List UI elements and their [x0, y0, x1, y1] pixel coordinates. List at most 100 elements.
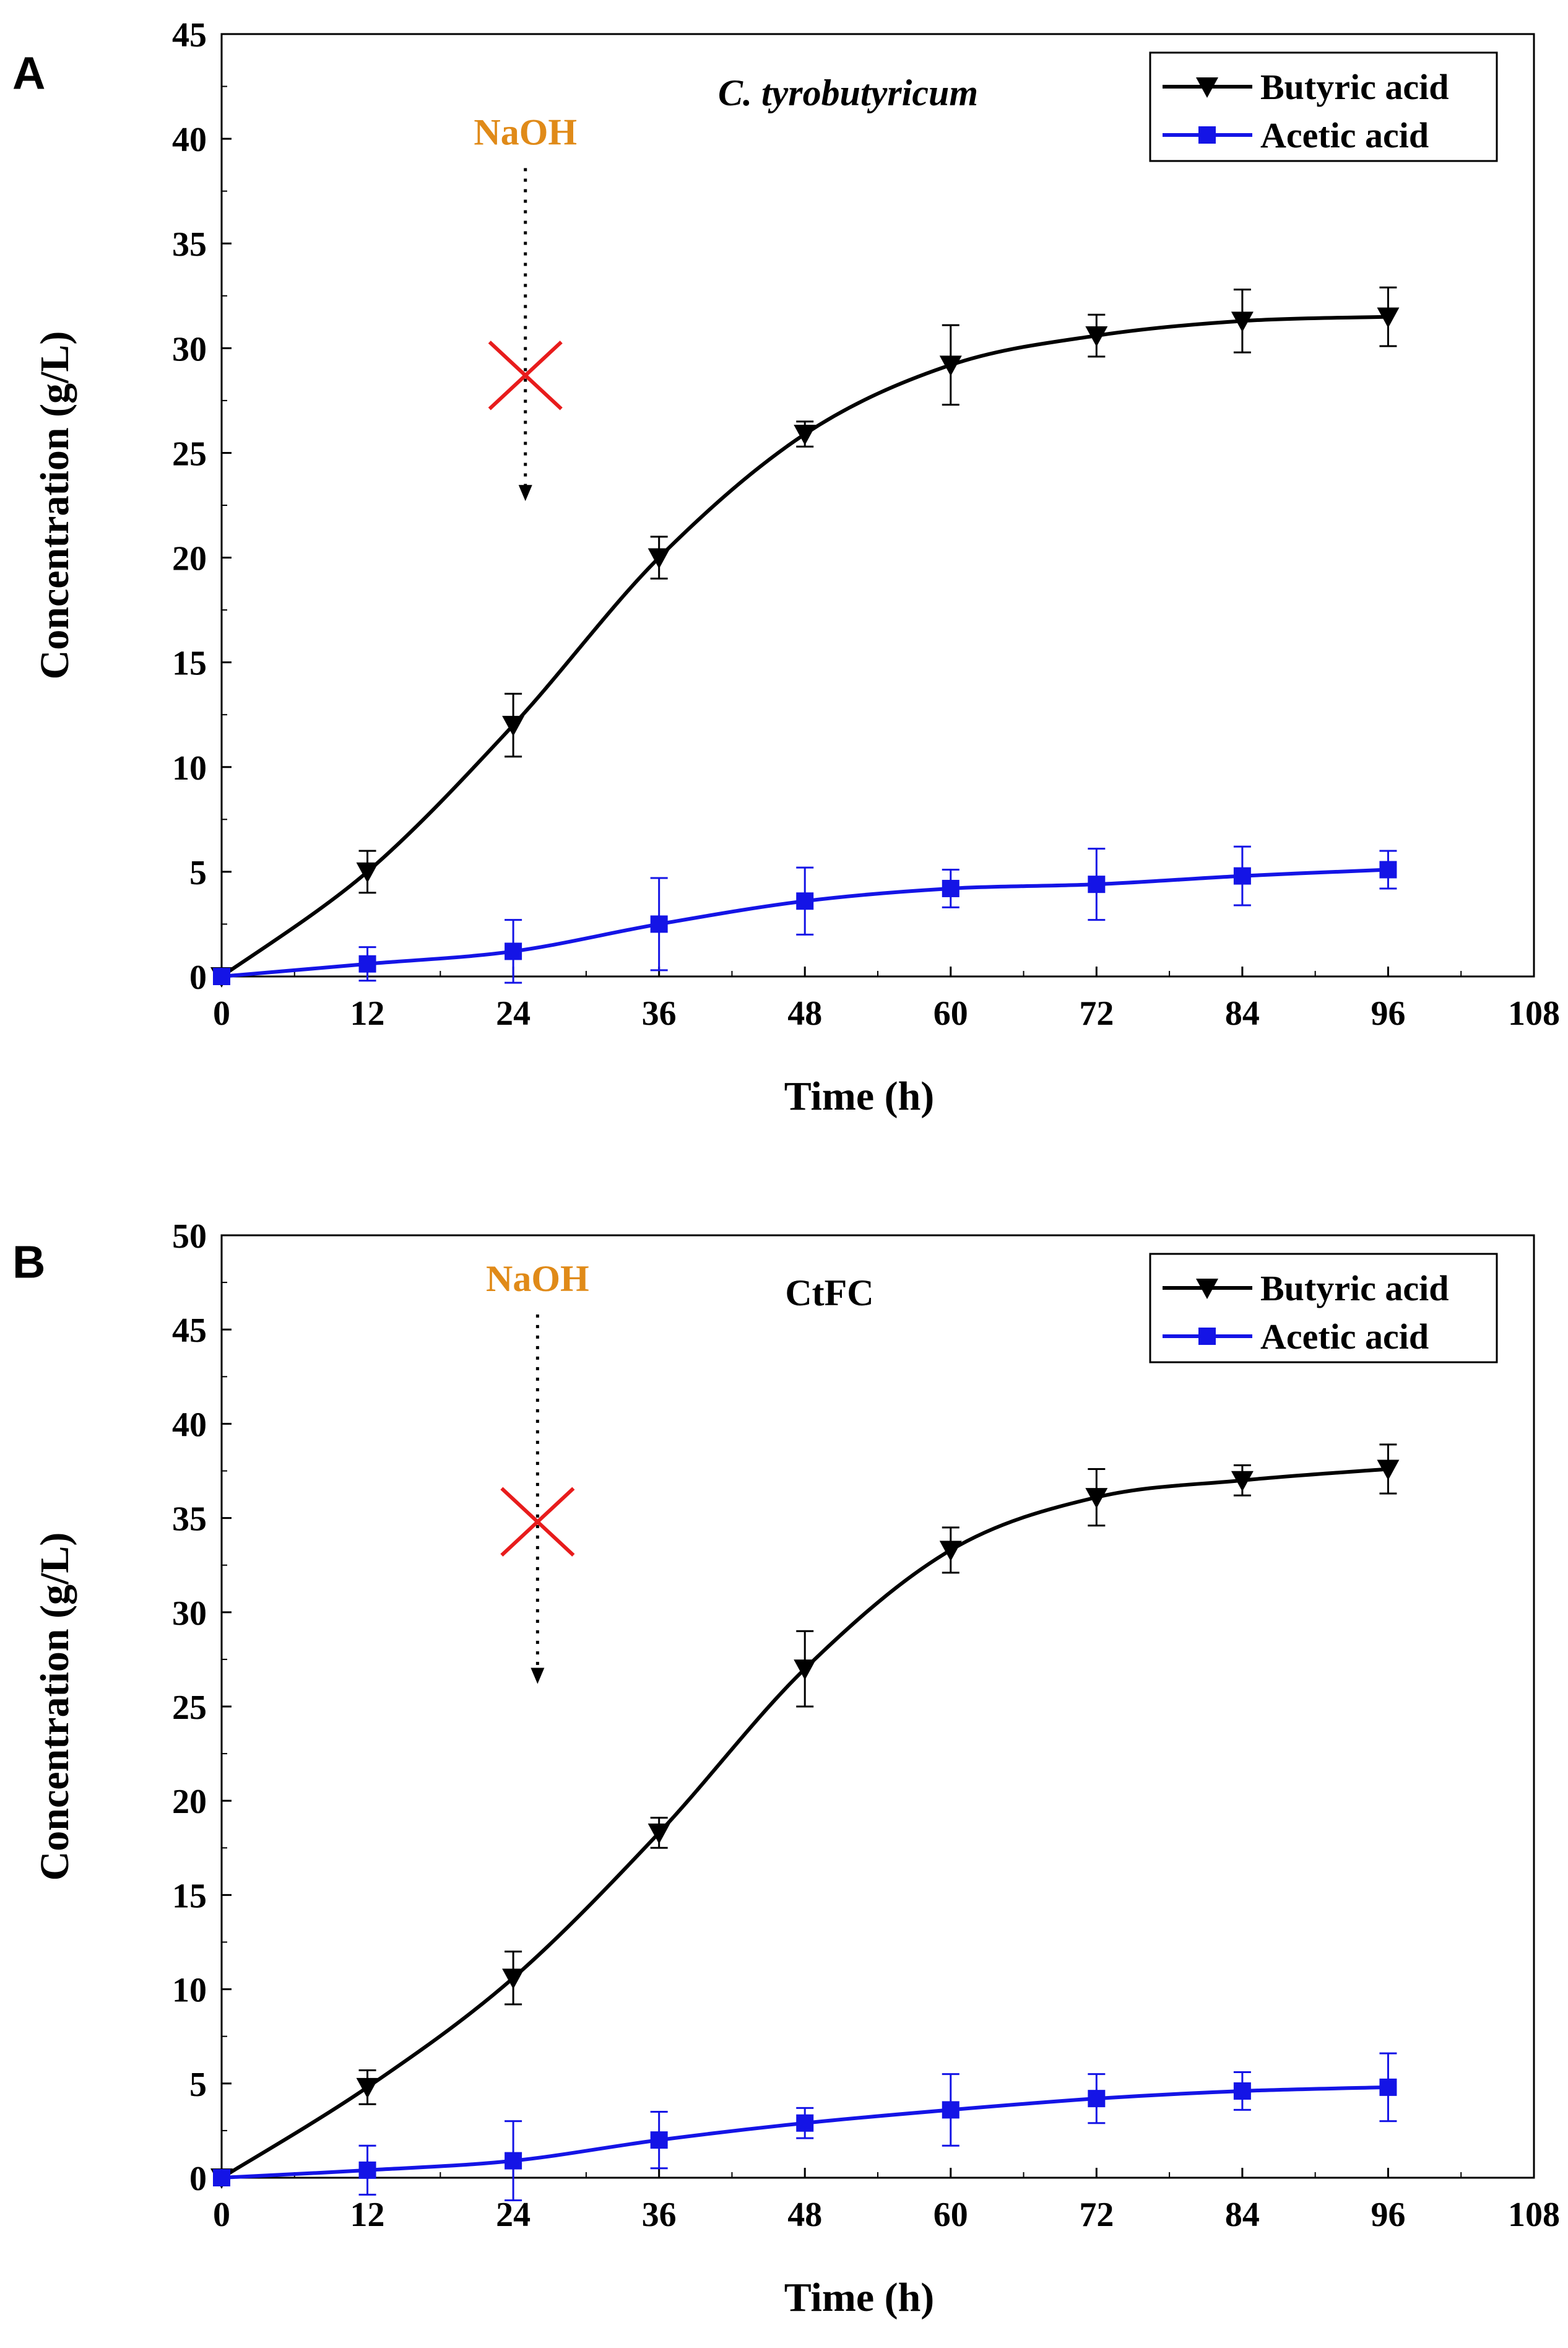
y-tick-label: 45	[172, 16, 207, 54]
panel-b: B 0 12 24 36 48 60 72 84 96 108 0 5 10 15 20 25 30 35 40 45 5…	[12, 1217, 1560, 2320]
data-point	[939, 355, 962, 376]
x-tick-label: 108	[1508, 2196, 1560, 2234]
data-point	[1088, 2090, 1106, 2108]
series-acetic-acid	[213, 845, 1397, 985]
x-tick-label: 0	[213, 2196, 230, 2234]
data-point	[796, 892, 814, 910]
legend: Butyric acid Acetic acid	[1149, 1253, 1498, 1363]
y-tick-label: 40	[172, 1406, 207, 1444]
y-tick-label: 10	[172, 1972, 207, 2010]
x-tick-label: 60	[933, 994, 968, 1033]
data-point	[650, 915, 668, 933]
data-point	[1085, 326, 1108, 347]
legend-label: Acetic acid	[1260, 1316, 1429, 1357]
data-point	[796, 2114, 814, 2132]
y-tick-label: 15	[172, 645, 207, 683]
legend: Butyric acid Acetic acid	[1149, 51, 1498, 162]
y-tick-label: 0	[189, 959, 207, 997]
x-tick-label: 48	[787, 994, 822, 1033]
series-butyric-acid	[210, 1443, 1400, 2189]
x-tick-label: 60	[933, 2196, 968, 2234]
series-acetic-acid	[213, 2052, 1397, 2202]
data-point	[1233, 2082, 1251, 2100]
data-point	[502, 1968, 525, 1989]
y-tick-label: 30	[172, 330, 207, 368]
data-point	[794, 425, 816, 446]
x-tick-label: 72	[1079, 2196, 1114, 2234]
y-tick-label: 30	[172, 1594, 207, 1633]
data-point	[648, 1823, 670, 1844]
x-tick-label: 24	[496, 994, 531, 1033]
data-point	[648, 548, 670, 569]
legend-label: Butyric acid	[1260, 67, 1449, 107]
y-tick-label: 35	[172, 225, 207, 264]
data-point	[213, 968, 230, 985]
data-point	[505, 942, 522, 960]
x-axis-title: Time (h)	[784, 2275, 935, 2320]
data-point	[1231, 311, 1254, 333]
y-tick-label: 50	[172, 1217, 207, 1256]
y-tick-label: 10	[172, 749, 207, 788]
panel-label: A	[12, 48, 45, 99]
x-tick-label: 48	[787, 2196, 822, 2234]
plot-frame	[220, 1234, 1535, 2179]
series-line	[220, 1467, 1388, 2180]
x-axis-title: Time (h)	[784, 1074, 935, 1119]
y-tick-label: 0	[189, 2160, 207, 2198]
x-tick-label: 84	[1225, 994, 1260, 1033]
x-tick-label: 24	[496, 2196, 531, 2234]
data-point	[502, 716, 525, 737]
legend-label: Acetic acid	[1260, 115, 1429, 155]
data-point	[1377, 1459, 1400, 1481]
data-point	[358, 955, 376, 973]
series-butyric-acid	[210, 286, 1400, 988]
y-tick-label: 20	[172, 1783, 207, 1821]
legend-swatch-marker	[1196, 1279, 1218, 1299]
data-point	[213, 2169, 230, 2186]
panel-a: A 0 12 24 36 48 60 72 84 96 108 0 5 10 15 20 25 30 35 40 45 T…	[12, 16, 1560, 1119]
legend-label: Butyric acid	[1260, 1268, 1449, 1308]
data-point	[1379, 2078, 1397, 2096]
data-point	[1088, 876, 1106, 894]
x-tick-label: 108	[1508, 994, 1560, 1033]
x-tick-label: 0	[213, 994, 230, 1033]
y-tick-label: 45	[172, 1311, 207, 1350]
data-point	[1377, 307, 1400, 328]
legend-swatch-marker	[1198, 126, 1216, 144]
series-line	[220, 315, 1388, 978]
panel-label: B	[12, 1237, 45, 1288]
x-tick-label: 96	[1371, 994, 1405, 1033]
y-axis-title: Concentration (g/L)	[32, 1533, 77, 1881]
x-tick-label: 72	[1079, 994, 1114, 1033]
data-point	[1085, 1488, 1108, 1509]
y-axis-title: Concentration (g/L)	[32, 331, 77, 680]
naoh-arrow-head	[518, 485, 532, 502]
x-tick-label: 84	[1225, 2196, 1260, 2234]
y-tick-label: 25	[172, 1689, 207, 1727]
chart-title: C. tyrobutyricum	[718, 72, 978, 113]
data-point	[356, 862, 379, 883]
y-tick-label: 20	[172, 540, 207, 578]
plot-frame	[220, 33, 1535, 978]
chart-title: CtFC	[785, 1272, 873, 1313]
x-tick-label: 96	[1371, 2196, 1405, 2234]
x-tick-label: 36	[642, 994, 677, 1033]
naoh-label: NaOH	[486, 1258, 589, 1299]
data-point	[1233, 867, 1251, 885]
x-tick-label: 36	[642, 2196, 677, 2234]
naoh-label: NaOH	[474, 111, 577, 152]
data-point	[1231, 1471, 1254, 1492]
data-point	[942, 2101, 959, 2119]
y-tick-label: 25	[172, 435, 207, 473]
y-tick-label: 15	[172, 1877, 207, 1915]
x-tick-label: 12	[350, 2196, 385, 2234]
data-point	[942, 879, 959, 897]
naoh-arrow-head	[531, 1668, 545, 1684]
data-point	[650, 2131, 668, 2149]
data-point	[505, 2152, 522, 2170]
data-point	[358, 2161, 376, 2179]
legend-swatch-marker	[1198, 1328, 1216, 1345]
cross-mark-stroke	[488, 341, 563, 411]
